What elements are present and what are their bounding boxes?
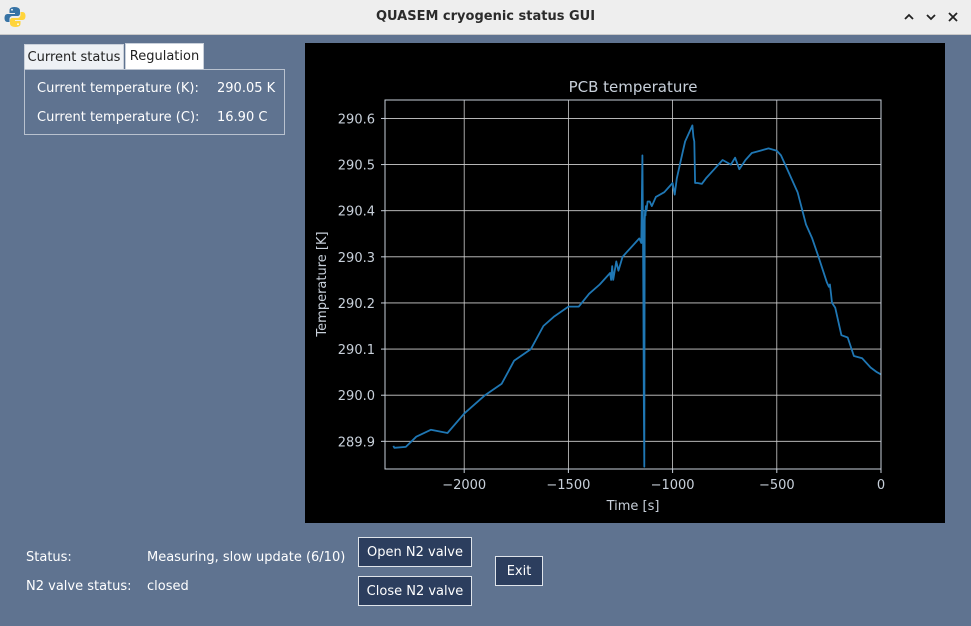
current-status-panel: Current temperature (K): 290.05 K Curren… (24, 69, 285, 135)
temp-k-label: Current temperature (K): (37, 81, 199, 96)
y-axis-label: Temperature [K] (315, 231, 330, 337)
x-axis-label: Time [s] (606, 499, 660, 514)
y-tick-label: 290.2 (338, 297, 375, 312)
x-tick-label: 0 (877, 478, 885, 493)
valve-status-value: closed (147, 579, 189, 594)
chart-title: PCB temperature (569, 78, 698, 96)
temperature-plot: PCB temperature −2000 −1500 −1000 −500 0 289.… (305, 43, 945, 523)
window-title: QUASEM cryogenic status GUI (375, 9, 596, 24)
close-icon[interactable] (944, 8, 962, 26)
valve-status-label: N2 valve status: (26, 579, 132, 594)
y-tick-label: 289.9 (338, 435, 375, 450)
y-tick-label: 290.3 (338, 251, 375, 266)
close-n2-valve-button[interactable]: Close N2 valve (358, 576, 472, 606)
tab-current-status[interactable]: Current status (24, 44, 124, 70)
y-tick-label: 290.1 (338, 343, 375, 358)
temp-c-label: Current temperature (C): (37, 110, 200, 125)
status-value: Measuring, slow update (6/10) (147, 550, 346, 565)
y-tick-label: 290.0 (338, 389, 375, 404)
temp-c-value: 16.90 C (217, 110, 268, 125)
x-tick-label: −500 (759, 478, 795, 493)
y-tick-label: 290.4 (338, 205, 375, 220)
series-line (392, 124, 882, 468)
open-n2-valve-button[interactable]: Open N2 valve (358, 537, 472, 567)
x-tick-label: −1000 (651, 478, 695, 493)
x-tick-label: −1500 (546, 478, 590, 493)
minimize-chevron-icon[interactable] (900, 8, 918, 26)
tab-regulation[interactable]: Regulation (125, 43, 204, 69)
python-icon (4, 6, 26, 28)
status-label: Status: (26, 550, 72, 565)
restore-chevron-icon[interactable] (922, 8, 940, 26)
title-bar: QUASEM cryogenic status GUI (0, 0, 971, 35)
y-tick-label: 290.5 (338, 159, 375, 174)
exit-button[interactable]: Exit (495, 556, 543, 586)
x-tick-label: −2000 (442, 478, 486, 493)
axes-frame (384, 99, 882, 470)
y-tick-label: 290.6 (338, 112, 375, 127)
temp-k-value: 290.05 K (217, 81, 276, 96)
